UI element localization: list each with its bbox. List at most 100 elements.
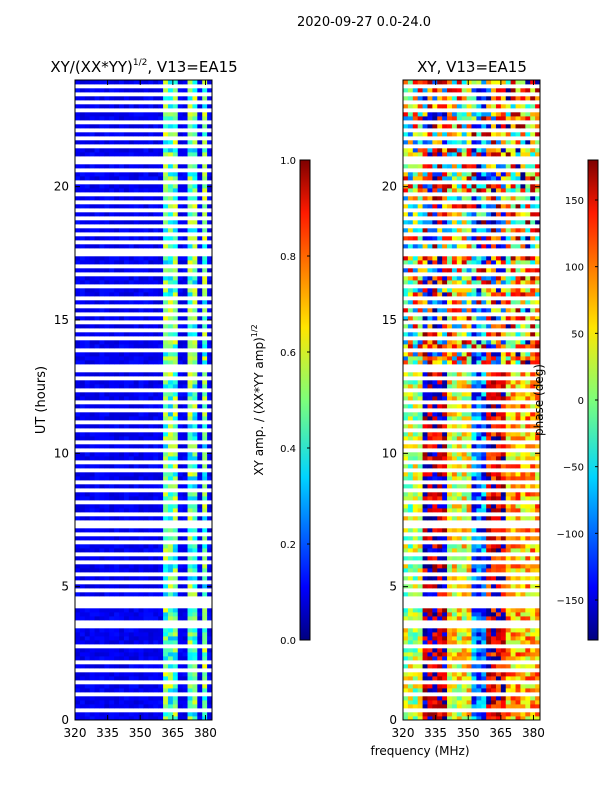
heatmap-cell bbox=[79, 712, 86, 717]
heatmap-cell bbox=[138, 80, 144, 85]
heatmap-cell bbox=[500, 716, 507, 720]
flagged-time-row bbox=[403, 660, 540, 665]
heatmap-cell bbox=[133, 292, 139, 297]
heatmap-cell bbox=[456, 452, 463, 457]
heatmap-cell bbox=[407, 696, 414, 701]
flagged-time-row bbox=[75, 180, 212, 185]
heatmap-cell bbox=[128, 152, 135, 157]
heatmap-cell bbox=[442, 344, 448, 349]
heatmap-cell bbox=[437, 244, 443, 249]
flagged-time-row bbox=[75, 524, 212, 529]
heatmap-cell bbox=[109, 412, 115, 417]
heatmap-cell bbox=[481, 372, 487, 377]
heatmap-cell bbox=[192, 544, 198, 549]
heatmap-cell bbox=[461, 564, 467, 569]
heatmap-cell bbox=[510, 392, 516, 397]
heatmap-cell bbox=[75, 616, 81, 621]
heatmap-cell bbox=[138, 112, 144, 117]
heatmap-cell bbox=[530, 244, 536, 249]
heatmap-cell bbox=[148, 424, 154, 429]
heatmap-cell bbox=[187, 648, 193, 653]
heatmap-row bbox=[403, 548, 540, 553]
heatmap-cell bbox=[158, 176, 164, 181]
heatmap-cell bbox=[119, 688, 125, 693]
heatmap-cell bbox=[104, 636, 110, 641]
heatmap-cell bbox=[94, 196, 100, 201]
heatmap-cell bbox=[525, 576, 531, 581]
heatmap-cell bbox=[451, 288, 458, 293]
heatmap-cell bbox=[133, 80, 139, 85]
heatmap-cell bbox=[89, 344, 95, 349]
heatmap-cell bbox=[207, 616, 212, 621]
heatmap-cell bbox=[471, 632, 477, 637]
heatmap-cell bbox=[84, 360, 91, 365]
heatmap-cell bbox=[158, 424, 164, 429]
heatmap-cell bbox=[491, 672, 497, 677]
heatmap-cell bbox=[89, 688, 95, 693]
heatmap-cell bbox=[114, 176, 120, 181]
heatmap-cell bbox=[163, 352, 169, 357]
heatmap-cell bbox=[84, 568, 91, 573]
heatmap-cell bbox=[461, 712, 467, 717]
heatmap-cell bbox=[163, 684, 169, 689]
heatmap-cell bbox=[432, 704, 438, 709]
heatmap-cell bbox=[486, 444, 492, 449]
flagged-time-row bbox=[403, 620, 540, 625]
heatmap-cell bbox=[133, 568, 139, 573]
heatmap-cell bbox=[192, 640, 198, 645]
heatmap-cell bbox=[153, 140, 159, 145]
heatmap-cell bbox=[187, 608, 193, 613]
heatmap-cell bbox=[177, 380, 184, 385]
heatmap-cell bbox=[207, 324, 212, 329]
heatmap-cell bbox=[133, 204, 139, 209]
heatmap-cell bbox=[437, 472, 443, 477]
heatmap-row bbox=[403, 292, 540, 297]
heatmap-cell bbox=[510, 616, 516, 621]
heatmap-cell bbox=[437, 484, 443, 489]
heatmap-cell bbox=[500, 340, 507, 345]
heatmap-cell bbox=[177, 332, 184, 337]
heatmap-cell bbox=[172, 332, 179, 337]
heatmap-cell bbox=[99, 196, 105, 201]
heatmap-cell bbox=[143, 712, 149, 717]
heatmap-cell bbox=[515, 568, 521, 573]
heatmap-cell bbox=[123, 88, 130, 93]
heatmap-row bbox=[403, 268, 540, 273]
heatmap-cell bbox=[197, 564, 203, 569]
heatmap-cell bbox=[417, 352, 423, 357]
heatmap-cell bbox=[109, 704, 115, 709]
heatmap-cell bbox=[104, 292, 110, 297]
heatmap-cell bbox=[466, 556, 472, 561]
heatmap-cell bbox=[515, 516, 521, 521]
heatmap-cell bbox=[172, 456, 179, 461]
heatmap-cell bbox=[456, 564, 463, 569]
heatmap-cell bbox=[451, 256, 458, 261]
heatmap-cell bbox=[476, 452, 482, 457]
heatmap-cell bbox=[94, 276, 100, 281]
heatmap-cell bbox=[163, 184, 169, 189]
heatmap-cell bbox=[466, 484, 472, 489]
heatmap-cell bbox=[525, 280, 531, 285]
heatmap-cell bbox=[153, 228, 159, 233]
heatmap-cell bbox=[456, 456, 463, 461]
heatmap-cell bbox=[422, 484, 428, 489]
heatmap-cell bbox=[447, 696, 453, 701]
heatmap-cell bbox=[422, 640, 428, 645]
heatmap-cell bbox=[486, 688, 492, 693]
heatmap-cell bbox=[197, 196, 203, 201]
heatmap-cell bbox=[491, 564, 497, 569]
heatmap-cell bbox=[172, 176, 179, 181]
heatmap-row bbox=[75, 640, 212, 645]
heatmap-cell bbox=[75, 352, 81, 357]
heatmap-cell bbox=[153, 292, 159, 297]
heatmap-cell bbox=[451, 316, 458, 321]
heatmap-cell bbox=[451, 608, 458, 613]
heatmap-cell bbox=[491, 628, 497, 633]
heatmap-cell bbox=[84, 616, 91, 621]
flagged-time-row bbox=[403, 408, 540, 413]
heatmap-cell bbox=[491, 452, 497, 457]
heatmap-cell bbox=[192, 140, 198, 145]
heatmap-cell bbox=[177, 384, 184, 389]
heatmap-cell bbox=[427, 384, 433, 389]
heatmap-cell bbox=[84, 80, 91, 85]
